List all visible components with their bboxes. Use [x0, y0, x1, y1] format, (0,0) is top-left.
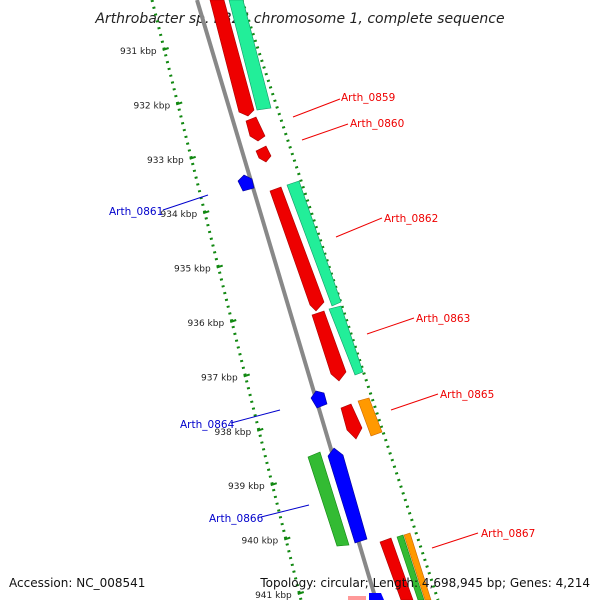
tick-label: 933 kbp [147, 156, 184, 166]
major-tick [283, 536, 291, 541]
tick-label: 932 kbp [133, 101, 170, 111]
major-tick [189, 155, 196, 160]
label-arth-0864[interactable]: Arth_0864 [180, 419, 235, 431]
bottom-blue-feature[interactable] [369, 593, 384, 600]
gene-0859-cds[interactable] [209, 0, 255, 117]
label-arth-0867[interactable]: Arth_0867 [481, 528, 535, 540]
label-arth-0865[interactable]: Arth_0865 [440, 389, 494, 401]
gene-0862-rna[interactable] [286, 180, 342, 307]
label-arth-0862[interactable]: Arth_0862 [384, 213, 438, 225]
major-tick [216, 264, 224, 269]
label-arth-0863[interactable]: Arth_0863 [416, 313, 470, 325]
gene-0867-other[interactable] [403, 532, 432, 600]
label-arth-0866[interactable]: Arth_0866 [209, 513, 264, 525]
major-tick [175, 101, 183, 106]
gene-0866-cds[interactable] [327, 447, 368, 544]
tick-label: 936 kbp [188, 319, 225, 329]
tick-label: 939 kbp [228, 482, 265, 492]
gene-features [209, 0, 432, 600]
gene-0862-cds[interactable] [269, 186, 325, 312]
tick-label: 937 kbp [201, 373, 238, 383]
accession-text: Accession: NC_008541 [9, 576, 146, 590]
label-arth-0859[interactable]: Arth_0859 [341, 92, 395, 104]
tick-rulers [150, 0, 440, 600]
tick-label: 935 kbp [174, 265, 211, 275]
tick-label: 934 kbp [161, 210, 198, 220]
genome-summary-text: Topology: circular; Length: 4,698,945 bp… [260, 576, 590, 590]
gene-0859-rna[interactable] [228, 0, 272, 111]
inner-ruler [150, 0, 303, 600]
major-ticks: 931 kbp 932 kbp 933 kbp 934 kbp 935 kbp 936 k… [120, 47, 305, 600]
map-title: Arthrobacter sp. FB24 chromosome 1, comp… [94, 11, 504, 27]
gene-0863-rna[interactable] [328, 305, 364, 376]
gene-0866-rna[interactable] [307, 451, 350, 547]
tick-label: 938 kbp [215, 428, 252, 438]
tick-label: 940 kbp [242, 537, 279, 547]
gene-0867-rna[interactable] [396, 534, 425, 600]
gene-0865-other[interactable] [357, 397, 383, 437]
major-tick [229, 319, 237, 323]
label-arth-0861[interactable]: Arth_0861 [109, 206, 163, 218]
gene-labels: Arth_0859 Arth_0860 Arth_0861 Arth_0862 … [109, 92, 535, 549]
gene-0861-cds[interactable] [237, 174, 255, 192]
major-tick [162, 47, 169, 51]
major-tick [243, 373, 251, 378]
gene-0864-cds[interactable] [310, 390, 328, 409]
tick-label: 931 kbp [120, 47, 157, 57]
major-tick [202, 210, 210, 215]
gene-0860-cds[interactable] [245, 116, 266, 142]
gene-0863-cds[interactable] [311, 310, 347, 382]
gene-0867-cds[interactable] [379, 537, 414, 600]
tick-label: 941 kbp [255, 591, 292, 600]
major-tick [256, 427, 264, 432]
label-arth-0860[interactable]: Arth_0860 [350, 118, 404, 130]
major-tick [297, 591, 305, 595]
major-tick [270, 482, 278, 487]
gene-0860b-cds[interactable] [255, 145, 272, 163]
gene-0865-cds[interactable] [340, 403, 363, 440]
bottom-pink-feature[interactable] [348, 596, 366, 600]
